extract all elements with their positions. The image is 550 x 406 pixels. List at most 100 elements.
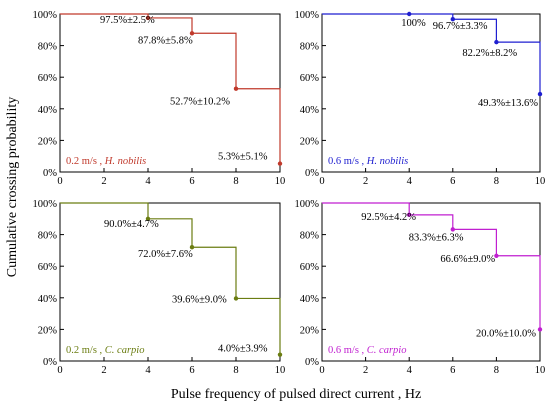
data-point: [450, 227, 455, 232]
x-tick-label: 8: [233, 365, 238, 376]
x-tick-label: 2: [363, 176, 368, 187]
panel-bottom-right: 0 2 4 6 8 100%20%40%60%80%100%92.5%±4.2%83.3%…: [295, 199, 546, 376]
y-tick-label: 100%: [33, 10, 58, 21]
y-tick-label: 60%: [38, 73, 58, 84]
condition-species: C. carpio: [105, 345, 145, 356]
y-tick-label: 100%: [295, 199, 320, 210]
data-label: 97.5%±2.5%: [100, 15, 155, 26]
x-tick-label: 0: [57, 176, 62, 187]
plot-frame: [59, 202, 281, 362]
x-tick-label: 8: [494, 176, 499, 187]
data-label: 49.3%±13.6%: [478, 98, 538, 109]
y-tick-label: 60%: [300, 262, 320, 273]
y-tick-label: 80%: [38, 42, 58, 53]
x-tick-label: 4: [145, 365, 151, 376]
x-tick-label: 0: [57, 365, 62, 376]
x-tick-label: 6: [450, 176, 455, 187]
data-label: 20.0%±10.0%: [476, 328, 536, 339]
x-tick-label: 6: [450, 365, 455, 376]
data-label: 39.6%±9.0%: [172, 294, 227, 305]
y-tick-label: 60%: [38, 262, 58, 273]
panels: 0 2 4 6 8 100%20%40%60%80%100% 97.5%±2.5%87.8%…: [33, 10, 546, 376]
condition-label: 0.2 m/s , H. nobilis: [66, 156, 146, 167]
y-tick-label: 20%: [38, 325, 58, 336]
data-label: 87.8%±5.8%: [138, 35, 193, 46]
y-tick-label: 0%: [43, 168, 57, 179]
condition-label: 0.2 m/s , C. carpio: [66, 345, 144, 356]
x-tick-label: 2: [101, 365, 106, 376]
y-tick-label: 60%: [300, 73, 320, 84]
data-point: [450, 17, 455, 22]
plot-frame: [321, 13, 541, 173]
data-point: [277, 161, 283, 166]
panel-top-left: 0 2 4 6 8 100%20%40%60%80%100% 97.5%±2.5%87.8%…: [33, 10, 286, 187]
y-tick-label: 20%: [300, 136, 320, 147]
x-tick-label: 0: [319, 365, 324, 376]
condition-label: 0.6 m/s , H. nobilis: [328, 156, 408, 167]
x-tick-label: 8: [494, 365, 499, 376]
data-point: [407, 11, 412, 17]
x-tick-label: 4: [145, 176, 151, 187]
y-tick-label: 80%: [300, 231, 320, 242]
data-label: 92.5%±4.2%: [361, 212, 416, 223]
panel-top-right: 0 2 4 6 8 100%20%40%60%80%100%100% 96.7%±3.3%8…: [295, 10, 546, 187]
data-label: 52.7%±10.2%: [170, 97, 230, 108]
y-tick-label: 40%: [300, 294, 320, 305]
condition-label: 0.6 m/s , C. carpio: [328, 345, 406, 356]
x-tick-label: 6: [189, 176, 194, 187]
data-point: [537, 327, 543, 332]
data-point: [407, 212, 412, 218]
data-label: 90.0%±4.7%: [104, 219, 159, 230]
condition-species: C. carpio: [367, 345, 407, 356]
y-tick-label: 0%: [305, 357, 319, 368]
panel-bottom-left: 0 2 4 6 8 100%20%40%60%80%100%90.0%±4.7%72.0%…: [33, 199, 286, 376]
condition-speed: 0.6 m/s ,: [328, 345, 367, 356]
x-tick-label: 2: [363, 365, 368, 376]
x-tick-label: 10: [275, 176, 286, 187]
x-tick-label: 8: [233, 176, 238, 187]
y-tick-label: 20%: [38, 136, 58, 147]
data-label: 100%: [401, 18, 426, 29]
series-step-line: [322, 202, 541, 330]
x-tick-label: 10: [535, 365, 546, 376]
data-point: [233, 86, 239, 91]
condition-speed: 0.2 m/s ,: [66, 156, 105, 167]
series-step-line: [60, 202, 281, 355]
data-label: 72.0%±7.6%: [138, 249, 193, 260]
y-tick-label: 80%: [38, 231, 58, 242]
data-point: [189, 31, 195, 36]
y-tick-label: 40%: [38, 105, 58, 116]
data-point: [145, 15, 151, 21]
condition-speed: 0.2 m/s ,: [66, 345, 105, 356]
data-point: [537, 91, 543, 97]
data-point: [494, 253, 499, 258]
y-tick-label: 0%: [305, 168, 319, 179]
series-step-line: [322, 13, 541, 95]
x-tick-label: 4: [407, 365, 413, 376]
data-point: [494, 39, 499, 45]
data-label: 66.6%±9.0%: [440, 254, 495, 265]
x-tick-label: 4: [407, 176, 413, 187]
y-tick-label: 80%: [300, 42, 320, 53]
y-tick-label: 20%: [300, 325, 320, 336]
data-point: [145, 216, 151, 221]
y-axis-title: Cumulative crossing probability: [5, 97, 20, 277]
data-label: 4.0%±3.9%: [218, 344, 268, 355]
data-label: 5.3%±5.1%: [218, 152, 268, 163]
y-tick-label: 100%: [295, 10, 320, 21]
condition-species: H. nobilis: [366, 156, 408, 167]
y-tick-label: 40%: [38, 294, 58, 305]
data-label: 96.7%±3.3%: [433, 21, 488, 32]
data-point: [189, 245, 195, 250]
x-tick-label: 10: [275, 365, 286, 376]
y-tick-label: 100%: [33, 199, 58, 210]
x-tick-label: 6: [189, 365, 194, 376]
x-tick-label: 10: [535, 176, 546, 187]
y-tick-label: 40%: [300, 105, 320, 116]
y-tick-label: 0%: [43, 357, 57, 368]
condition-species: H. nobilis: [104, 156, 146, 167]
data-label: 83.3%±6.3%: [409, 232, 464, 243]
data-point: [233, 296, 239, 301]
x-tick-label: 2: [101, 176, 106, 187]
